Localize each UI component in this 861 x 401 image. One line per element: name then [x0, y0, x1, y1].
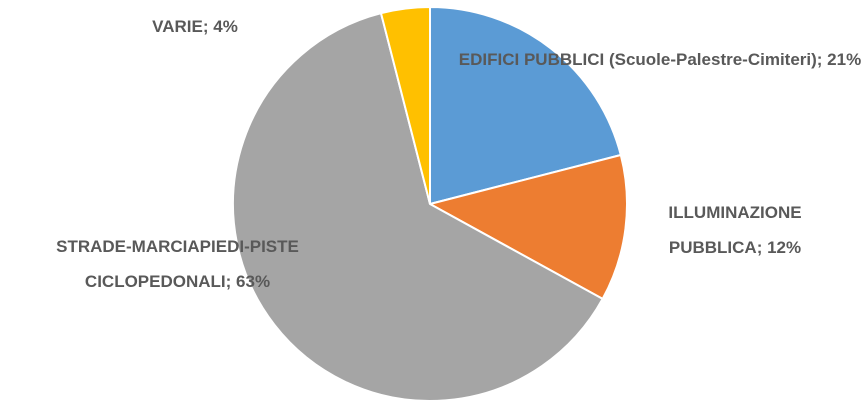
pie-slice — [379, 5, 431, 205]
pie-slice — [427, 153, 628, 301]
data-label: EDIFICI PUBBLICI (Scuole-Palestre-Cimite… — [458, 50, 861, 69]
data-label: ILLUMINAZIONE PUBBLICA; 12% — [668, 203, 802, 257]
data-label: STRADE-MARCIAPIEDI-PISTE CICLOPEDONALI; … — [56, 237, 299, 291]
data-label: VARIE; 4% — [152, 17, 238, 36]
pie-slice — [429, 5, 623, 206]
pie-slice — [232, 11, 604, 401]
